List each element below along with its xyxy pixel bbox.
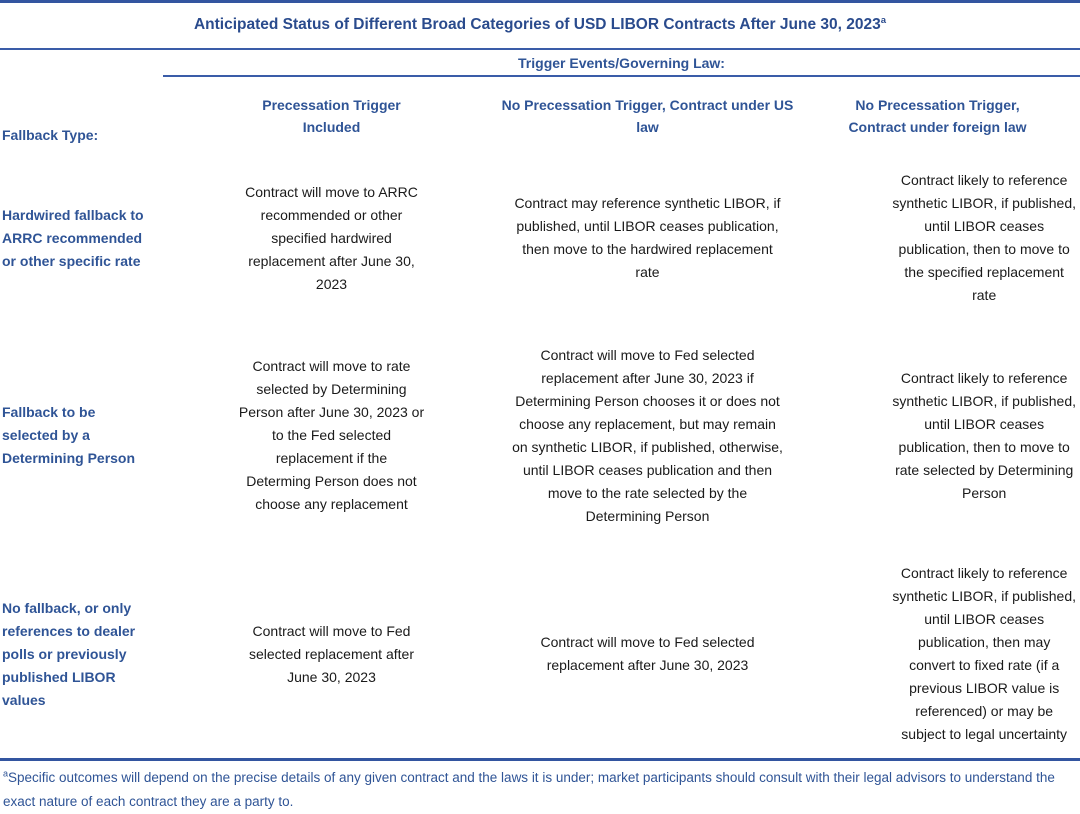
table-cell-text: Contract likely to reference synthetic L… (892, 565, 1076, 743)
top-border-rule (0, 0, 1080, 3)
group-header-label: Trigger Events/Governing Law: (518, 54, 725, 71)
table-cell-determining-us-law: Contract will move to Fed selected repla… (500, 321, 795, 551)
page-title: Anticipated Status of Different Broad Ca… (0, 13, 1080, 37)
title-footnote-marker: a (880, 15, 886, 27)
table-cell-text: Contract likely to reference synthetic L… (892, 369, 1076, 501)
page-title-text: Anticipated Status of Different Broad Ca… (193, 16, 881, 34)
table-cell-no-fallback-foreign-law: Contract likely to reference synthetic L… (795, 551, 1080, 758)
footnote: aSpecific outcomes will depend on the pr… (0, 761, 1080, 814)
table-cell-text: Contract will move to Fed selected repla… (249, 622, 414, 685)
footnote-marker: a (3, 768, 9, 779)
table-cell-no-fallback-us-law: Contract will move to Fed selected repla… (500, 551, 795, 758)
table-cell-no-fallback-precessation: Contract will move to Fed selected repla… (163, 551, 500, 758)
table-cell-determining-foreign-law: Contract likely to reference synthetic L… (795, 321, 1080, 551)
table-cell-hardwired-us-law: Contract may reference synthetic LIBOR, … (500, 156, 795, 321)
table-cell-text: Contract will move to Fed selected repla… (512, 346, 783, 524)
group-header-trigger-events: Trigger Events/Governing Law: (163, 50, 1080, 77)
table-cell-text: Contract will move to ARRC recommended o… (245, 183, 418, 292)
column-header-no-trigger-us-law: No Precessation Trigger, Contract under … (500, 77, 795, 156)
column-header-label: No Precessation Trigger, Contract under … (848, 97, 1027, 136)
status-table: Trigger Events/Governing Law: Fallback T… (0, 50, 1080, 758)
column-header-no-trigger-foreign-law: No Precessation Trigger, Contract under … (795, 77, 1080, 156)
footnote-text: Specific outcomes will depend on the pre… (3, 769, 1055, 809)
table-cell-text: Contract will move to Fed selected repla… (540, 634, 755, 674)
table-cell-hardwired-foreign-law: Contract likely to reference synthetic L… (795, 156, 1080, 321)
fallback-type-header: Fallback Type: (0, 77, 163, 156)
bottom-border-rule (0, 757, 1080, 761)
row-label-text: Fallback to be selected by a Determining… (2, 404, 136, 467)
fallback-type-header-label: Fallback Type: (2, 126, 99, 143)
row-label-text: No fallback, or only references to deale… (2, 599, 136, 708)
table-cell-text: Contract will move to rate selected by D… (238, 358, 425, 513)
column-header-precessation-trigger: Precessation Trigger Included (163, 77, 500, 156)
row-label-text: Hardwired fallback to ARRC recommended o… (2, 206, 144, 269)
row-label-hardwired-fallback: Hardwired fallback to ARRC recommended o… (0, 156, 163, 321)
table-cell-text: Contract likely to reference synthetic L… (892, 172, 1076, 304)
table-cell-text: Contract may reference synthetic LIBOR, … (514, 195, 781, 281)
table-cell-hardwired-precessation: Contract will move to ARRC recommended o… (163, 156, 500, 321)
title-underline-rule (0, 47, 1080, 50)
column-header-label: No Precessation Trigger, Contract under … (501, 97, 794, 136)
table-cell-determining-precessation: Contract will move to rate selected by D… (163, 321, 500, 551)
row-label-determining-person: Fallback to be selected by a Determining… (0, 321, 163, 551)
group-header-spacer (0, 50, 163, 77)
column-header-label: Precessation Trigger Included (262, 97, 401, 136)
row-label-no-fallback: No fallback, or only references to deale… (0, 551, 163, 758)
